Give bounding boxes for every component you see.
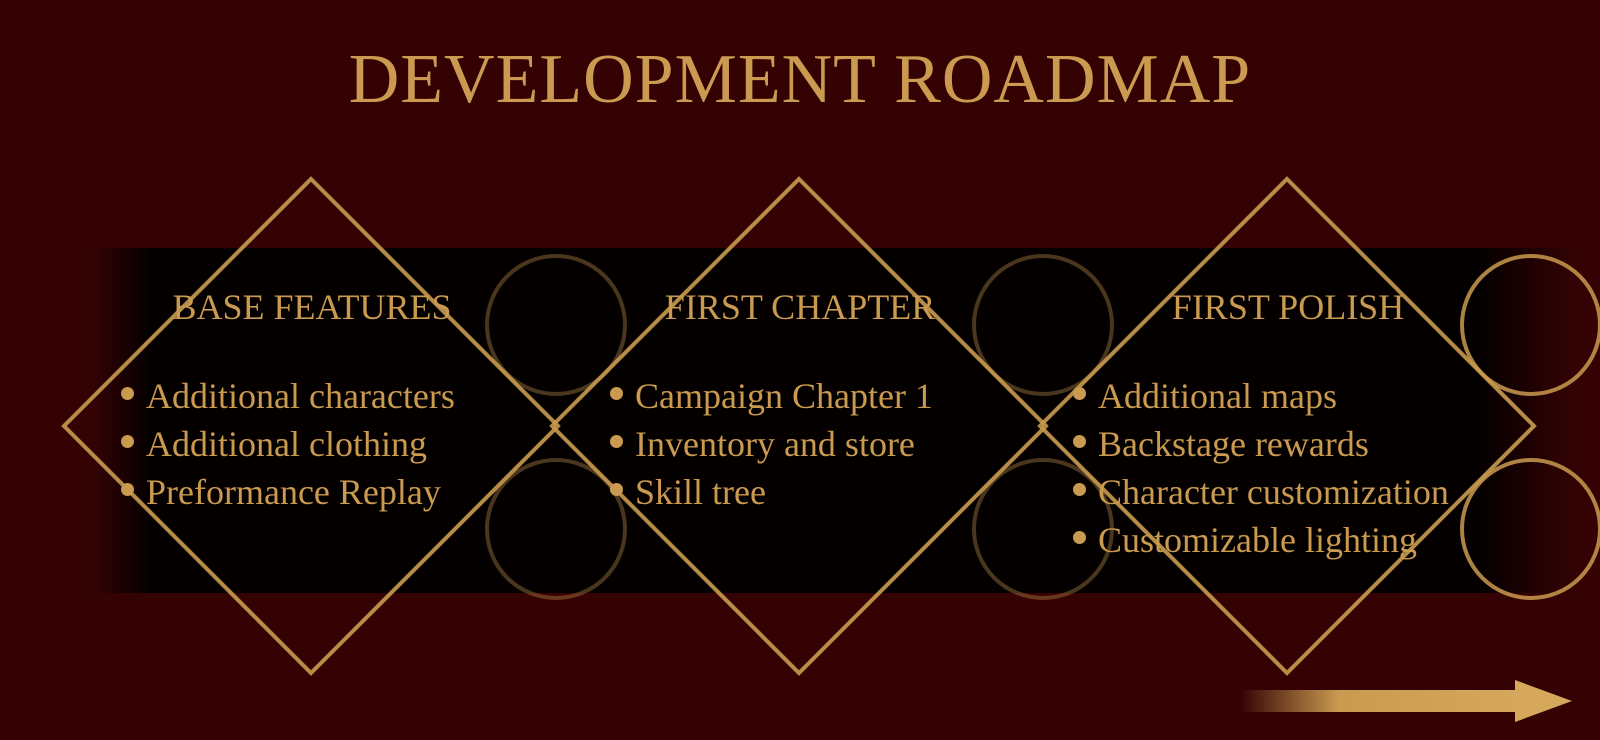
list-item: Skill tree bbox=[610, 468, 933, 516]
page-title: DEVELOPMENT ROADMAP bbox=[348, 41, 1252, 118]
decorative-ring bbox=[485, 254, 627, 396]
phase-heading-base-features: BASE FEATURES bbox=[172, 287, 452, 327]
decorative-ring bbox=[1460, 254, 1600, 396]
decorative-rings bbox=[485, 254, 1600, 600]
list-item: Additional maps bbox=[1073, 372, 1449, 420]
phase-list-first-polish: Additional maps Backstage rewards Charac… bbox=[1073, 372, 1449, 564]
arrow-right-icon bbox=[1240, 680, 1572, 722]
phase-diamonds bbox=[61, 176, 1537, 676]
phase-list-base-features: Additional characters Additional clothin… bbox=[121, 372, 455, 516]
list-item: Inventory and store bbox=[610, 420, 933, 468]
decorative-ring bbox=[485, 458, 627, 600]
list-item: Preformance Replay bbox=[121, 468, 455, 516]
phase-diamond bbox=[549, 176, 1049, 676]
list-item: Backstage rewards bbox=[1073, 420, 1449, 468]
phase-diamond bbox=[1037, 176, 1537, 676]
phase-heading-first-polish: FIRST POLISH bbox=[1171, 287, 1405, 327]
decorative-ring bbox=[1460, 458, 1600, 600]
phase-heading-first-chapter: FIRST CHAPTER bbox=[664, 287, 936, 327]
list-item: Character customization bbox=[1073, 468, 1449, 516]
phase-diamond bbox=[61, 176, 561, 676]
phase-list-first-chapter: Campaign Chapter 1 Inventory and store S… bbox=[610, 372, 933, 516]
decorative-ring bbox=[972, 254, 1114, 396]
list-item: Additional characters bbox=[121, 372, 455, 420]
list-item: Customizable lighting bbox=[1073, 516, 1449, 564]
list-item: Campaign Chapter 1 bbox=[610, 372, 933, 420]
list-item: Additional clothing bbox=[121, 420, 455, 468]
